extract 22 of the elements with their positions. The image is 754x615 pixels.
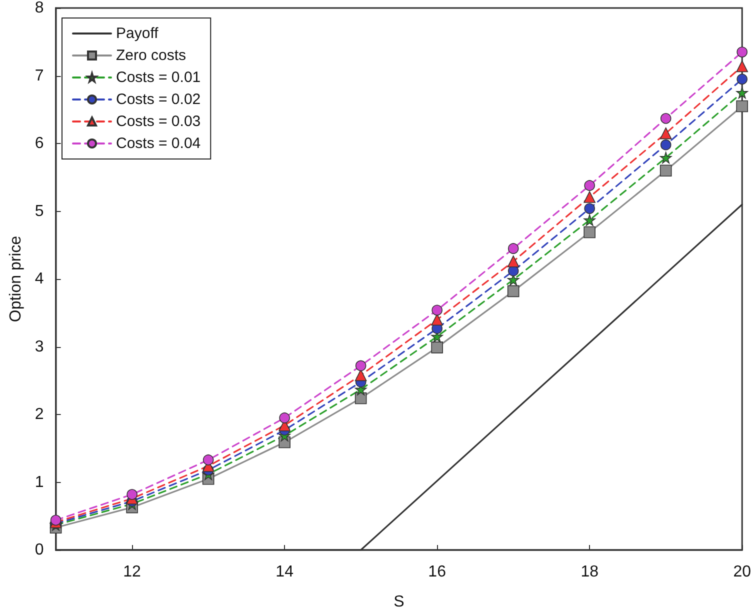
legend-label: Costs = 0.04 xyxy=(116,135,201,152)
y-tick-label: 3 xyxy=(34,338,44,356)
x-tick-label: 12 xyxy=(123,564,142,580)
y-tick-label: 4 xyxy=(34,270,44,288)
y-tick-label: 5 xyxy=(34,202,44,220)
legend-label: Costs = 0.03 xyxy=(116,113,201,130)
y-tick-label: 0 xyxy=(34,542,44,558)
y-axis-title: Option price xyxy=(8,236,24,322)
x-tick-label: 20 xyxy=(733,564,752,580)
legend-label: Zero costs xyxy=(116,47,186,64)
x-tick-label: 16 xyxy=(428,564,446,580)
x-tick-label: 14 xyxy=(276,564,294,580)
y-tick-label: 2 xyxy=(34,406,44,423)
legend-label: Costs = 0.01 xyxy=(116,69,201,86)
x-axis-title: S xyxy=(394,594,404,610)
y-tick-label: 1 xyxy=(34,474,44,491)
y-tick-label: 6 xyxy=(34,135,44,152)
y-tick-label: 8 xyxy=(34,0,44,16)
legend-label: Payoff xyxy=(116,25,160,42)
y-tick-label: 7 xyxy=(34,67,44,84)
x-tick-label: 18 xyxy=(580,564,599,580)
legend-label: Costs = 0.02 xyxy=(116,91,201,108)
